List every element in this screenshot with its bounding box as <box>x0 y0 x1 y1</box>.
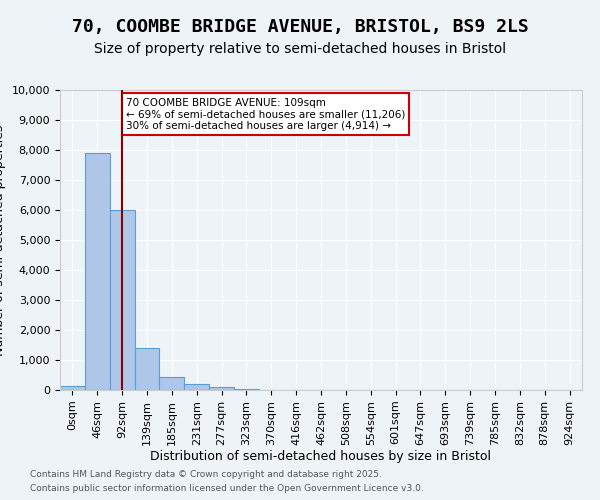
Y-axis label: Number of semi-detached properties: Number of semi-detached properties <box>0 124 6 356</box>
Text: Size of property relative to semi-detached houses in Bristol: Size of property relative to semi-detach… <box>94 42 506 56</box>
Bar <box>184 384 209 390</box>
Text: Contains HM Land Registry data © Crown copyright and database right 2025.: Contains HM Land Registry data © Crown c… <box>30 470 382 479</box>
Bar <box>110 210 134 390</box>
Bar <box>209 387 234 390</box>
Text: 70 COOMBE BRIDGE AVENUE: 109sqm
← 69% of semi-detached houses are smaller (11,20: 70 COOMBE BRIDGE AVENUE: 109sqm ← 69% of… <box>126 98 405 130</box>
Text: 70, COOMBE BRIDGE AVENUE, BRISTOL, BS9 2LS: 70, COOMBE BRIDGE AVENUE, BRISTOL, BS9 2… <box>71 18 529 36</box>
Bar <box>134 348 160 390</box>
X-axis label: Distribution of semi-detached houses by size in Bristol: Distribution of semi-detached houses by … <box>151 450 491 464</box>
Bar <box>85 153 110 390</box>
Text: Contains public sector information licensed under the Open Government Licence v3: Contains public sector information licen… <box>30 484 424 493</box>
Bar <box>60 386 85 390</box>
Bar <box>160 376 184 390</box>
Bar <box>234 388 259 390</box>
